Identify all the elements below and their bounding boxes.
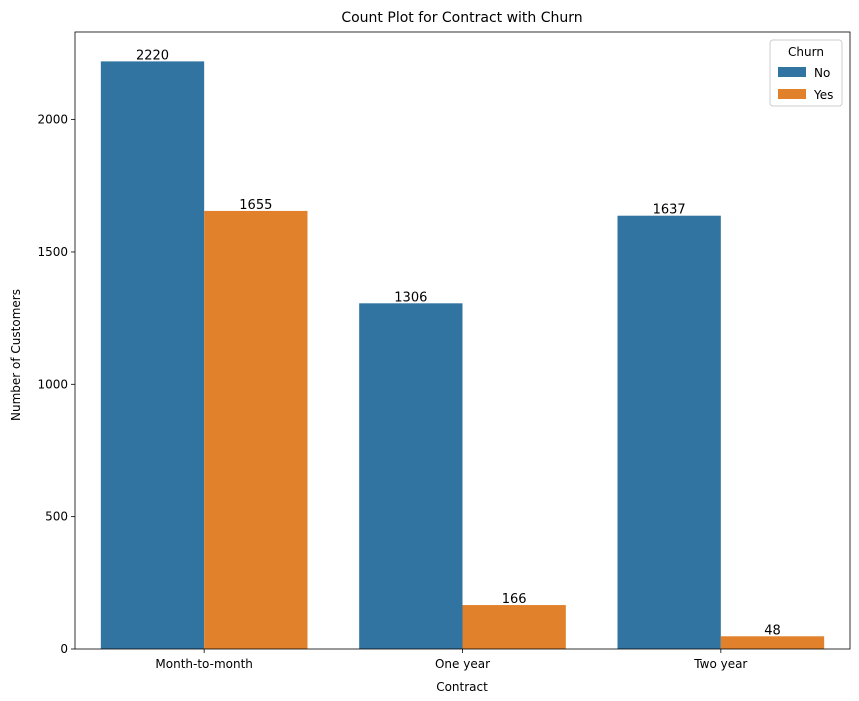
x-axis-label: Contract <box>436 680 488 694</box>
legend-label-no: No <box>814 66 830 80</box>
x-tick-label: Month-to-month <box>155 657 253 671</box>
axes-frame <box>74 31 851 650</box>
bar-yes-1 <box>462 605 566 649</box>
y-tick-label: 500 <box>45 510 68 524</box>
y-tick-label: 2000 <box>37 113 68 127</box>
x-tick-label: One year <box>435 657 490 671</box>
legend-swatch-no <box>778 67 806 77</box>
y-tick-label: 1000 <box>37 377 68 391</box>
bar-no-0 <box>100 61 205 649</box>
legend: Churn No Yes <box>769 39 843 107</box>
bar-yes-0 <box>204 210 308 649</box>
bar-no-1 <box>359 303 463 649</box>
legend-title: Churn <box>788 45 824 59</box>
axes: Month-to-month One year Two year 0 500 1000 15… <box>37 31 851 671</box>
legend-swatch-yes <box>778 89 806 99</box>
legend-label-yes: Yes <box>813 88 833 102</box>
plot-area: 2220 1655 1306 166 1637 48 <box>100 48 825 649</box>
data-label-no-2: 1637 <box>653 203 686 218</box>
bar-yes-2 <box>720 636 825 649</box>
y-tick-label: 1500 <box>37 245 68 259</box>
data-label-yes-2: 48 <box>764 623 781 638</box>
data-label-no-0: 2220 <box>136 48 169 63</box>
data-label-yes-0: 1655 <box>239 198 272 213</box>
data-label-no-1: 1306 <box>394 290 427 305</box>
chart-title: Count Plot for Contract with Churn <box>341 10 582 26</box>
y-axis-label: Number of Customers <box>9 289 23 421</box>
y-tick-label: 0 <box>60 642 68 656</box>
x-tick-label: Two year <box>693 657 747 671</box>
data-label-yes-1: 166 <box>502 592 527 607</box>
bar-no-2 <box>617 215 721 649</box>
